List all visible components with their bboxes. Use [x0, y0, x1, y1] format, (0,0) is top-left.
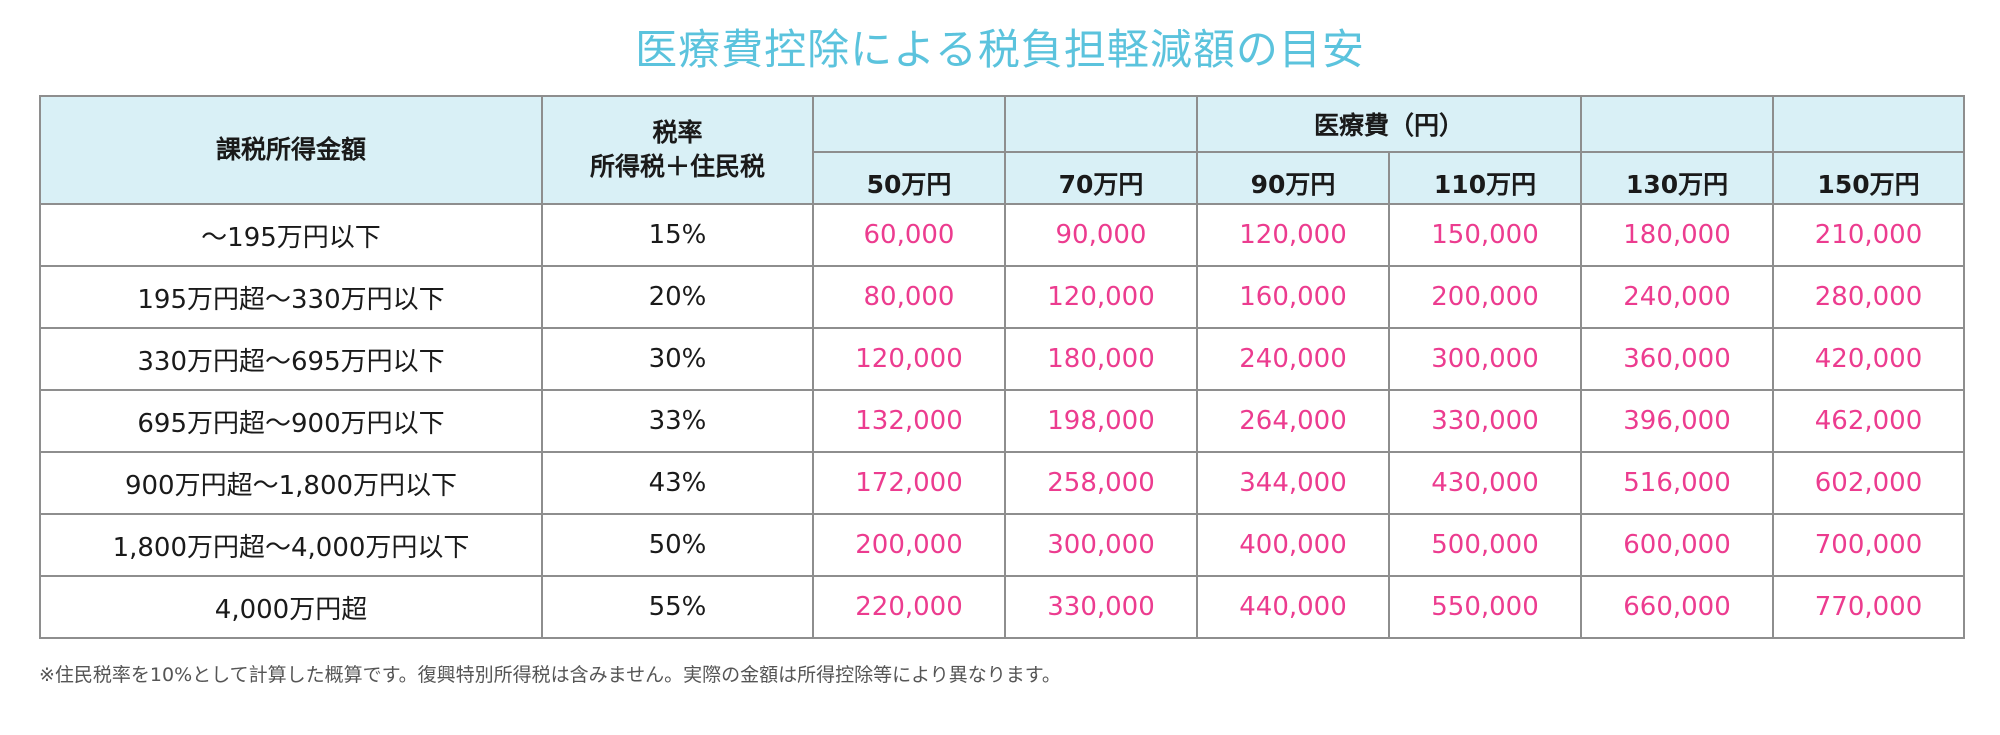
header-taxable-income: 課税所得金額	[39, 95, 543, 205]
row-amount: 516,000	[1580, 451, 1775, 515]
row-amount: 160,000	[1196, 265, 1390, 329]
header-blank-cell	[1580, 95, 1775, 153]
row-amount: 240,000	[1580, 265, 1775, 329]
header-blank-cell	[1004, 95, 1198, 153]
table-row: 4,000万円超 55% 220,000 330,000 440,000 550…	[39, 575, 1966, 639]
tax-reduction-table: 課税所得金額 税率 所得税＋住民税 医療費（円） 50万円 70万円 90万円 …	[39, 95, 1966, 639]
row-income-range: 900万円超～1,800万円以下	[39, 451, 543, 515]
row-amount: 264,000	[1196, 389, 1390, 453]
row-amount: 420,000	[1772, 327, 1966, 391]
row-amount: 550,000	[1387, 575, 1583, 639]
row-amount: 440,000	[1196, 575, 1390, 639]
row-amount: 240,000	[1196, 327, 1390, 391]
row-amount: 300,000	[1004, 513, 1198, 577]
row-amount: 344,000	[1196, 451, 1390, 515]
row-amount: 132,000	[812, 389, 1006, 453]
row-tax-rate: 15%	[541, 203, 814, 267]
header-medical-70: 70万円	[1004, 151, 1198, 205]
row-income-range: ～195万円以下	[39, 203, 543, 267]
header-tax-rate: 税率 所得税＋住民税	[541, 95, 814, 205]
row-amount: 210,000	[1772, 203, 1966, 267]
row-amount: 198,000	[1004, 389, 1198, 453]
table-row: ～195万円以下 15% 60,000 90,000 120,000 150,0…	[39, 203, 1966, 267]
row-amount: 360,000	[1580, 327, 1775, 391]
table-row: 330万円超～695万円以下 30% 120,000 180,000 240,0…	[39, 327, 1966, 391]
row-amount: 258,000	[1004, 451, 1198, 515]
row-amount: 172,000	[812, 451, 1006, 515]
row-amount: 150,000	[1387, 203, 1583, 267]
header-blank-cell	[1772, 95, 1966, 153]
row-tax-rate: 55%	[541, 575, 814, 639]
row-tax-rate: 43%	[541, 451, 814, 515]
header-medical-90: 90万円	[1196, 151, 1390, 205]
row-amount: 660,000	[1580, 575, 1775, 639]
row-amount: 330,000	[1004, 575, 1198, 639]
header-medical-130: 130万円	[1580, 151, 1775, 205]
row-amount: 180,000	[1580, 203, 1775, 267]
row-amount: 602,000	[1772, 451, 1966, 515]
row-income-range: 4,000万円超	[39, 575, 543, 639]
row-tax-rate: 30%	[541, 327, 814, 391]
row-amount: 462,000	[1772, 389, 1966, 453]
row-amount: 430,000	[1387, 451, 1583, 515]
row-amount: 180,000	[1004, 327, 1198, 391]
row-amount: 770,000	[1772, 575, 1966, 639]
header-tax-rate-line1: 税率	[652, 118, 703, 147]
row-amount: 280,000	[1772, 265, 1966, 329]
row-income-range: 695万円超～900万円以下	[39, 389, 543, 453]
row-tax-rate: 20%	[541, 265, 814, 329]
header-medical-expenses: 医療費（円）	[1195, 95, 1583, 153]
row-income-range: 1,800万円超～4,000万円以下	[39, 513, 543, 577]
row-amount: 80,000	[812, 265, 1006, 329]
row-amount: 60,000	[812, 203, 1006, 267]
table-row: 695万円超～900万円以下 33% 132,000 198,000 264,0…	[39, 389, 1966, 453]
header-medical-150: 150万円	[1772, 151, 1966, 205]
header-medical-50: 50万円	[812, 151, 1006, 205]
header-medical-110: 110万円	[1387, 151, 1583, 205]
table-row: 1,800万円超～4,000万円以下 50% 200,000 300,000 4…	[39, 513, 1966, 577]
row-amount: 500,000	[1387, 513, 1583, 577]
row-amount: 396,000	[1580, 389, 1775, 453]
row-amount: 400,000	[1196, 513, 1390, 577]
row-amount: 300,000	[1387, 327, 1583, 391]
row-amount: 90,000	[1004, 203, 1198, 267]
header-blank-cell	[812, 95, 1006, 153]
row-amount: 700,000	[1772, 513, 1966, 577]
row-amount: 200,000	[812, 513, 1006, 577]
row-amount: 330,000	[1387, 389, 1583, 453]
footnote: ※住民税率を10%として計算した概算です。復興特別所得税は含みません。実際の金額…	[39, 664, 1061, 686]
row-amount: 200,000	[1387, 265, 1583, 329]
row-amount: 120,000	[812, 327, 1006, 391]
row-amount: 600,000	[1580, 513, 1775, 577]
row-tax-rate: 50%	[541, 513, 814, 577]
row-income-range: 195万円超～330万円以下	[39, 265, 543, 329]
row-amount: 120,000	[1196, 203, 1390, 267]
page-title: 医療費控除による税負担軽減額の目安	[635, 25, 1365, 74]
row-amount: 120,000	[1004, 265, 1198, 329]
table-row: 195万円超～330万円以下 20% 80,000 120,000 160,00…	[39, 265, 1966, 329]
row-income-range: 330万円超～695万円以下	[39, 327, 543, 391]
table-row: 900万円超～1,800万円以下 43% 172,000 258,000 344…	[39, 451, 1966, 515]
header-tax-rate-line2: 所得税＋住民税	[589, 152, 765, 181]
row-tax-rate: 33%	[541, 389, 814, 453]
row-amount: 220,000	[812, 575, 1006, 639]
